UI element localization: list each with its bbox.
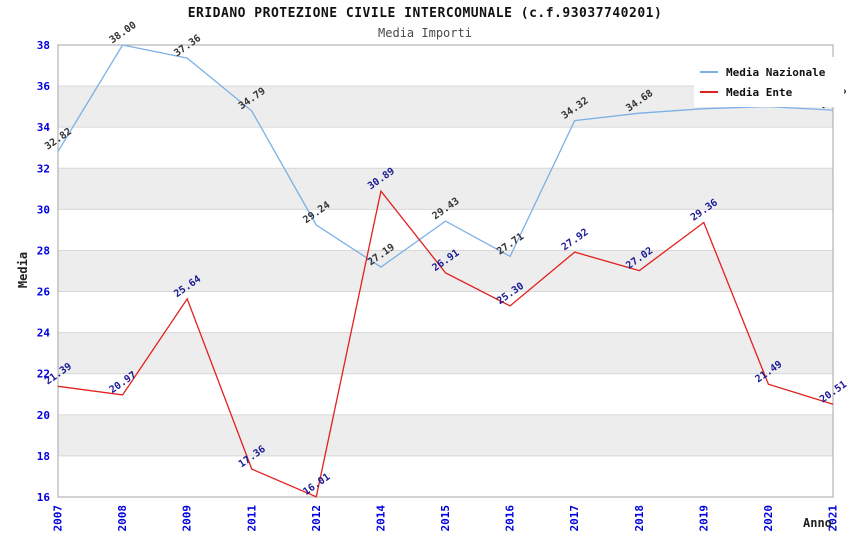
svg-text:2009: 2009	[181, 505, 194, 532]
svg-text:2014: 2014	[374, 505, 387, 532]
plot-stripes	[58, 86, 833, 456]
chart-subtitle: Media Importi	[378, 26, 472, 40]
legend-item-media-nazionale: Media Nazionale	[700, 62, 838, 82]
svg-text:2008: 2008	[116, 505, 129, 532]
svg-text:34: 34	[37, 121, 51, 134]
svg-text:2018: 2018	[633, 505, 646, 532]
series-line-1	[57, 189, 834, 498]
svg-text:37.36: 37.36	[172, 33, 203, 59]
svg-text:36: 36	[37, 80, 51, 93]
svg-text:2021: 2021	[827, 505, 840, 532]
legend-line-swatch-nazionale	[700, 71, 718, 73]
chart-title: ERIDANO PROTEZIONE CIVILE INTERCOMUNALE …	[187, 6, 663, 21]
svg-text:2015: 2015	[439, 505, 452, 532]
svg-text:18: 18	[37, 450, 50, 463]
svg-text:38: 38	[37, 39, 50, 52]
y-tick-labels: 16 18 20 22 24 26 28 30 32 34 36 38	[37, 39, 51, 504]
legend-line-swatch-ente	[700, 91, 718, 93]
svg-text:2016: 2016	[504, 505, 517, 532]
x-tick-labels: 2007 2008 2009 2011 2012 2014 2015 2016 2017 2018…	[52, 505, 840, 532]
svg-text:20: 20	[37, 409, 50, 422]
legend: Media Nazionale Media Ente	[694, 57, 844, 107]
svg-text:30: 30	[37, 203, 50, 216]
svg-text:28: 28	[37, 244, 50, 257]
legend-label: Media Nazionale	[726, 65, 826, 79]
svg-text:2011: 2011	[245, 505, 258, 532]
svg-text:2019: 2019	[697, 505, 710, 532]
svg-text:32: 32	[37, 162, 50, 175]
plot-border	[57, 44, 834, 498]
legend-label: Media Ente	[726, 85, 793, 99]
legend-item-media-ente: Media Ente	[700, 82, 838, 102]
svg-text:20.51: 20.51	[818, 379, 849, 405]
x-axis-title: Anno	[803, 516, 832, 530]
series-line-0	[57, 44, 834, 268]
svg-text:38.00: 38.00	[108, 20, 139, 46]
svg-text:2017: 2017	[568, 505, 581, 532]
svg-text:2007: 2007	[52, 505, 65, 532]
y-axis-title: Media	[16, 251, 30, 289]
svg-text:27.92: 27.92	[560, 227, 591, 253]
svg-text:22: 22	[37, 368, 50, 381]
svg-text:24: 24	[37, 327, 51, 340]
svg-text:16: 16	[37, 491, 51, 504]
svg-text:2020: 2020	[762, 505, 775, 532]
svg-text:26: 26	[37, 286, 51, 299]
svg-text:2012: 2012	[310, 505, 323, 532]
